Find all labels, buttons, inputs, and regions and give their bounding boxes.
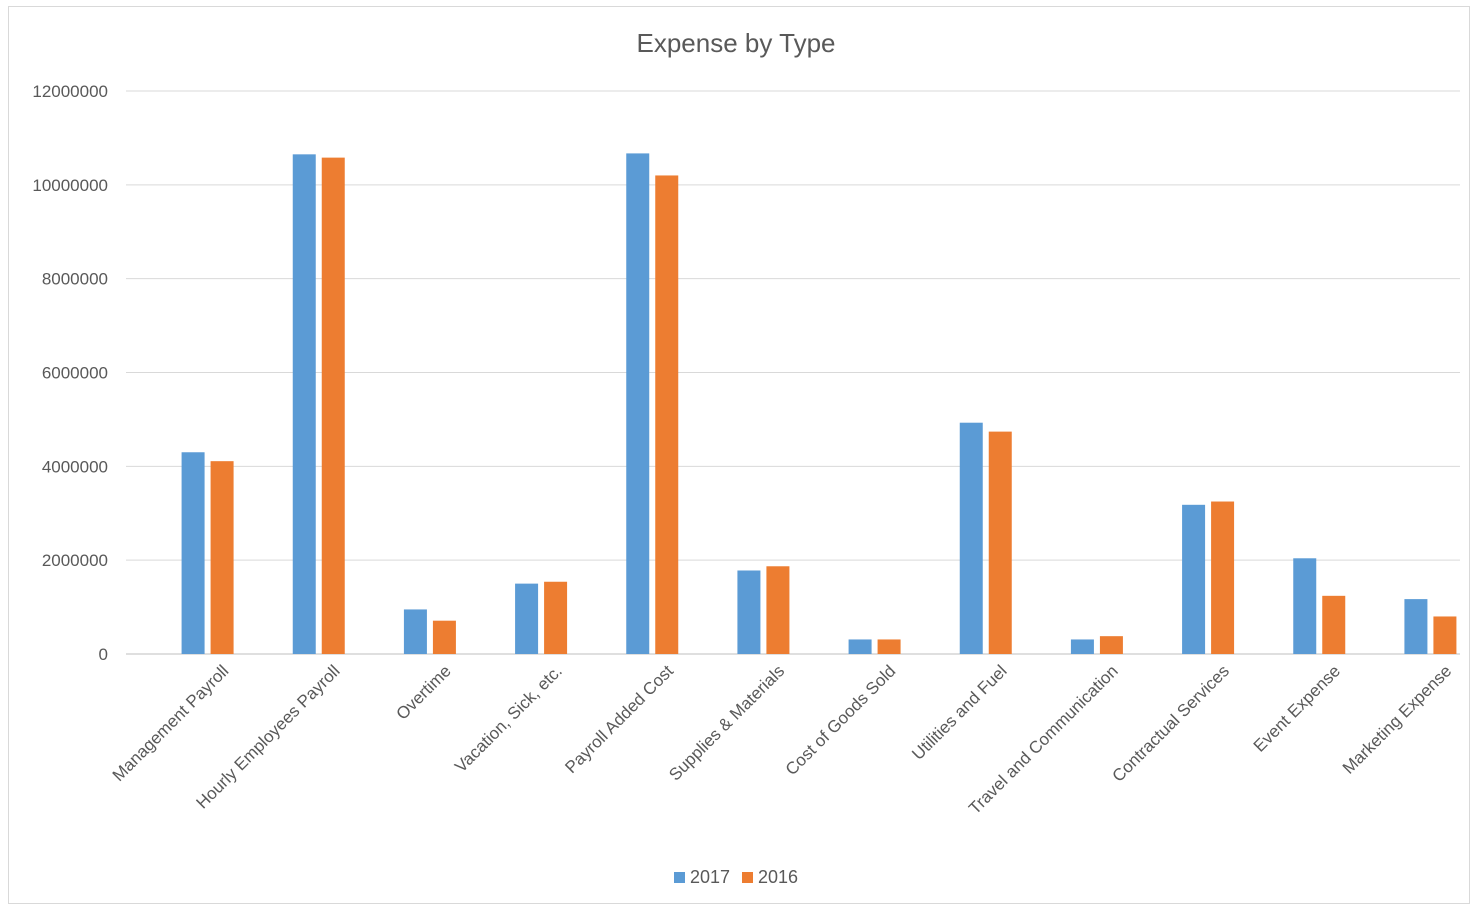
y-tick-label: 6000000: [42, 364, 108, 383]
bars: [181, 153, 1457, 654]
bar-2017-7: [959, 422, 983, 654]
y-tick-label: 4000000: [42, 457, 108, 476]
x-category-label: Marketing Expense: [1339, 661, 1455, 777]
bar-2017-11: [1404, 599, 1428, 654]
y-axis-tick-labels: 0 2000000 4000000 6000000 8000000 10000000 120…: [32, 82, 108, 664]
legend-swatch: [742, 871, 753, 883]
y-tick-label: 2000000: [42, 551, 108, 570]
bar-2016-8: [1099, 636, 1123, 654]
bar-2017-0: [181, 452, 205, 654]
x-category-label: Payroll Added Cost: [561, 661, 677, 777]
bar-2016-11: [1433, 616, 1457, 654]
bar-2017-9: [1182, 504, 1206, 654]
bar-2016-6: [877, 639, 901, 654]
y-tick-label: 8000000: [42, 270, 108, 289]
x-category-label: Overtime: [393, 661, 455, 723]
x-category-label: Cost of Goods Sold: [782, 661, 900, 779]
legend-item-2017: 2017: [673, 866, 730, 888]
bar-2016-2: [432, 620, 456, 654]
gridlines: [126, 90, 1460, 655]
chart-area: [8, 6, 1470, 904]
legend-item-2016: 2016: [742, 866, 798, 888]
legend-swatch: [673, 871, 685, 883]
x-category-label: Management Payroll: [109, 661, 233, 785]
bar-2017-4: [626, 153, 650, 654]
bar-2017-3: [515, 583, 539, 654]
chart-title: Expense by Type: [636, 28, 836, 58]
x-category-label: Vacation, Sick, etc.: [451, 661, 566, 776]
y-tick-label: 0: [99, 645, 108, 664]
bar-2016-9: [1211, 501, 1235, 654]
bar-2017-6: [848, 639, 872, 654]
legend: 2017 2016: [0, 866, 1472, 888]
x-category-label: Supplies & Materials: [665, 661, 788, 784]
bar-2017-1: [292, 154, 316, 654]
x-category-label: Utilities and Fuel: [908, 661, 1010, 763]
bar-2016-4: [655, 175, 679, 654]
y-tick-label: 10000000: [32, 176, 108, 195]
x-category-label: Event Expense: [1250, 661, 1344, 755]
legend-label: 2017: [689, 866, 730, 887]
bar-2017-2: [403, 609, 427, 654]
bar-2017-5: [737, 570, 761, 654]
bar-2017-10: [1293, 558, 1317, 654]
bar-2016-5: [766, 566, 790, 654]
bar-2016-3: [544, 581, 568, 654]
x-category-label: Contractual Services: [1109, 661, 1233, 785]
bar-2016-1: [321, 157, 345, 654]
bar-2017-8: [1070, 639, 1094, 654]
bar-2016-0: [210, 461, 234, 654]
legend-label: 2016: [758, 866, 799, 887]
bar-2016-7: [988, 431, 1012, 654]
bar-2016-10: [1322, 595, 1346, 654]
y-tick-label: 12000000: [32, 82, 108, 101]
